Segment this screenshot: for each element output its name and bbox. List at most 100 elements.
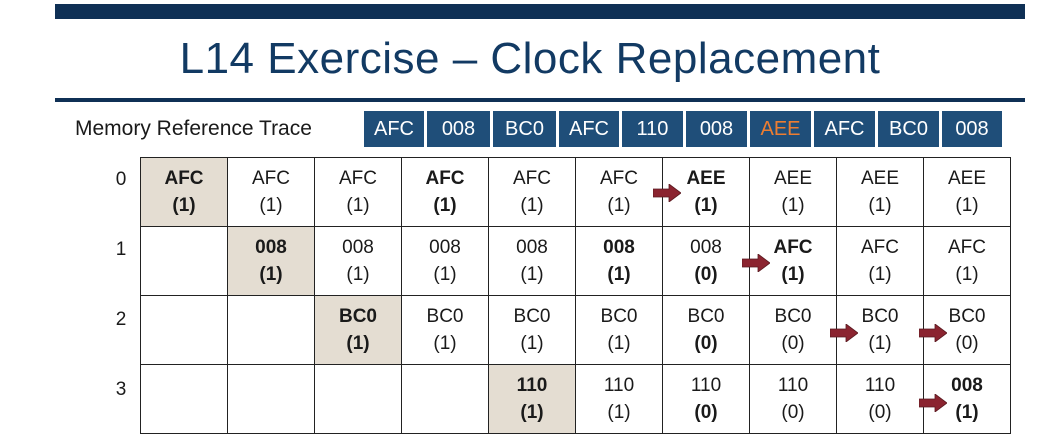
page-id: AFC (948, 237, 986, 258)
clock-hand-arrow-icon (830, 324, 858, 342)
frame-cell (227, 295, 315, 365)
page-id: BC0 (774, 306, 812, 327)
use-bit: (0) (694, 402, 718, 423)
frame-cell: AFC (1) (923, 226, 1011, 296)
page-id: 008 (516, 237, 548, 258)
frame-cell: AFC (1) (401, 157, 489, 227)
use-bit: (1) (520, 264, 544, 285)
page-id: AFC (339, 168, 377, 189)
page-id: 008 (255, 237, 287, 258)
page-id: 110 (516, 375, 548, 396)
use-bit: (1) (520, 402, 544, 423)
trace-item-5: 008 (686, 111, 747, 147)
frame-cell: BC0 (0) (749, 295, 837, 365)
frame-cell (140, 226, 228, 296)
use-bit: (1) (781, 195, 805, 216)
use-bit: (1) (433, 195, 457, 216)
frame-cell: BC0 (1) (314, 295, 402, 365)
frame-cell: 110 (0) (662, 364, 750, 434)
frame-cell: 008 (1) (314, 226, 402, 296)
page-id: AEE (947, 168, 987, 189)
clock-hand-arrow-icon (918, 324, 947, 342)
use-bit: (1) (607, 402, 631, 423)
trace-item-9: 008 (942, 111, 1002, 147)
use-bit: (0) (868, 402, 892, 423)
frame-cell: AEE (1) (836, 157, 924, 227)
page-id: 110 (777, 375, 809, 396)
use-bit: (1) (781, 264, 805, 285)
use-bit: (1) (955, 402, 979, 423)
clock-hand-arrow-icon (918, 394, 947, 412)
use-bit: (0) (781, 402, 805, 423)
trace-item-1: 008 (427, 111, 490, 147)
frame-cell: AFC (1) (488, 157, 576, 227)
page-id: 008 (342, 237, 374, 258)
use-bit: (1) (868, 333, 892, 354)
frame-row: AFC (1) AFC (1) AFC (1) AFC (1) AFC (1) AFC (1) AEE (… (140, 157, 1011, 227)
page-id: 008 (603, 237, 635, 258)
frame-cell: 110 (1) (575, 364, 663, 434)
use-bit: (1) (868, 195, 892, 216)
page-id: BC0 (338, 306, 377, 327)
use-bit: (1) (868, 264, 892, 285)
trace-item-4: 110 (622, 111, 683, 147)
row-label-0: 0 (115, 169, 127, 190)
clock-hand-arrow-icon (653, 184, 681, 202)
frame-cell (401, 364, 489, 434)
row-label-3: 3 (115, 379, 127, 400)
use-bit: (1) (433, 333, 457, 354)
use-bit: (0) (781, 333, 805, 354)
memory-reference-trace: AFC 008 BC0 AFC 110 008 AEE AFC BC0 008 (364, 111, 1005, 147)
page-id: BC0 (600, 306, 638, 327)
use-bit: (1) (607, 264, 631, 285)
use-bit: (0) (694, 333, 718, 354)
frame-cell: 008 (1) (575, 226, 663, 296)
trace-item-3: AFC (559, 111, 619, 147)
use-bit: (1) (955, 264, 979, 285)
page-id: AEE (860, 168, 900, 189)
page-id: BC0 (861, 306, 899, 327)
frame-cell: 110 (0) (836, 364, 924, 434)
use-bit: (1) (520, 333, 544, 354)
frame-cell (227, 364, 315, 434)
use-bit: (1) (346, 264, 370, 285)
frame-cell: AFC (1) (140, 157, 228, 227)
trace-label: Memory Reference Trace (75, 117, 312, 140)
frame-cell: BC0 (0) (662, 295, 750, 365)
page-id: AFC (425, 168, 465, 189)
page-id: BC0 (426, 306, 464, 327)
frame-cell: BC0 (1) (488, 295, 576, 365)
frame-cell: AFC (1) (836, 226, 924, 296)
frame-cell: BC0 (1) (401, 295, 489, 365)
use-bit: (1) (694, 195, 718, 216)
frame-cell: 110 (1) (488, 364, 576, 434)
row-label-1: 1 (115, 239, 127, 260)
frame-row: BC0 (1) BC0 (1) BC0 (1) BC0 (1) BC0 (0) BC0 (0) BC0(… (140, 295, 1011, 365)
frame-cell: 008 (0) (662, 226, 750, 296)
use-bit: (0) (955, 333, 979, 354)
page-id: AFC (600, 168, 638, 189)
page-id: AFC (252, 168, 290, 189)
trace-item-0: AFC (364, 111, 424, 147)
page-id: BC0 (948, 306, 986, 327)
use-bit: (1) (520, 195, 544, 216)
page-id: AFC (861, 237, 899, 258)
frame-cell: 008 (1) (227, 226, 315, 296)
use-bit: (1) (433, 264, 457, 285)
frame-cell: AFC (1) (575, 157, 663, 227)
use-bit: (1) (955, 195, 979, 216)
frame-cell: BC0 (1) (575, 295, 663, 365)
use-bit: (1) (607, 333, 631, 354)
frame-cell: AFC (1) (227, 157, 315, 227)
top-banner-bar (55, 4, 1025, 19)
frame-row: 110 (1) 110 (1) 110 (0) 110 (0) 110 (0) 008 (1) (140, 364, 1011, 434)
frame-cell: AEE (1) (923, 157, 1011, 227)
frame-cell: 008 (1) (401, 226, 489, 296)
clock-frame-table: AFC (1) AFC (1) AFC (1) AFC (1) AFC (1) AFC (1) AEE (… (140, 157, 1011, 434)
page-id: AEE (773, 168, 813, 189)
page-id: 008 (951, 375, 983, 396)
use-bit: (1) (607, 195, 631, 216)
use-bit: (1) (346, 333, 370, 354)
use-bit: (1) (259, 195, 283, 216)
row-label-2: 2 (115, 309, 127, 330)
